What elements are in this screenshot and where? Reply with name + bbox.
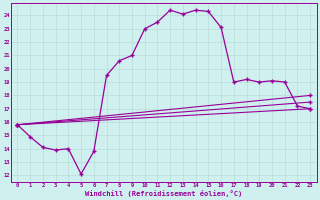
X-axis label: Windchill (Refroidissement éolien,°C): Windchill (Refroidissement éolien,°C) xyxy=(85,190,243,197)
